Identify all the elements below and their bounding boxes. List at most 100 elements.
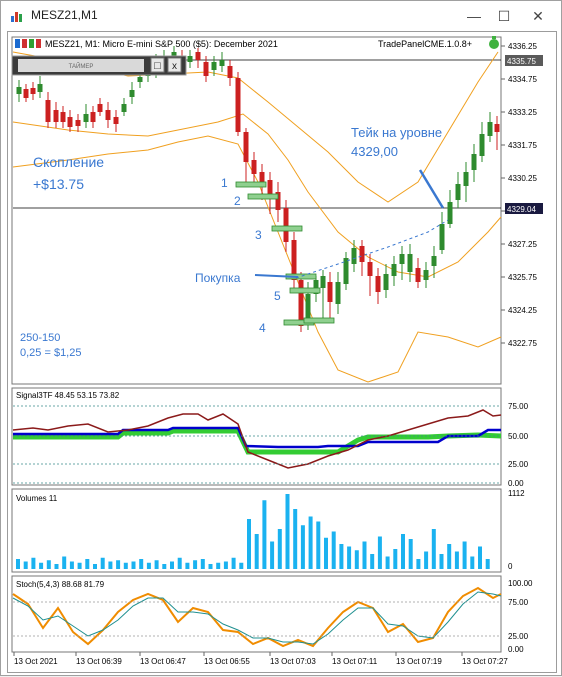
volume-bar [93, 564, 97, 569]
candle-body [129, 90, 135, 97]
stoch-tick-label: 100.00 [508, 579, 533, 588]
candle-body [447, 202, 453, 224]
volume-bar [324, 537, 328, 569]
candle-body [23, 89, 29, 98]
volume-bar [162, 564, 167, 569]
stochastic-oscillator[interactable] [12, 586, 502, 648]
candle-body [195, 52, 201, 60]
time-tick-label: 13 Oct 06:55 [204, 657, 250, 666]
candle-body [313, 280, 319, 294]
signal-green-line [13, 428, 502, 455]
price-tick-label: 4322.75 [508, 339, 537, 348]
band-lower [12, 135, 502, 383]
candle-body [305, 294, 311, 318]
cluster-title: Скопление [33, 154, 104, 170]
volume-bar [131, 561, 136, 569]
volume-bar [462, 541, 467, 569]
volume-bar [185, 562, 190, 569]
volume-bar [300, 525, 305, 569]
volume-bar [31, 557, 36, 569]
candle-body [431, 256, 437, 266]
close-button[interactable]: ✕ [532, 8, 544, 24]
volume-bar [116, 560, 121, 569]
volume-bar [16, 559, 20, 569]
candle-body [60, 112, 66, 122]
signal-tick-label: 75.00 [508, 402, 529, 411]
candle-body [471, 154, 477, 170]
volume-bar [377, 536, 382, 569]
signal-tick-label: 50.00 [508, 432, 529, 441]
scale-info: 250-150 [20, 332, 60, 344]
volume-tick-min: 0 [508, 562, 513, 571]
volume-bar [478, 546, 482, 569]
volume-bar [85, 559, 90, 569]
volume-bar [339, 544, 344, 569]
position-entry-box [247, 193, 279, 200]
volume-bar [69, 561, 74, 569]
volumes-histogram[interactable] [16, 494, 490, 569]
time-axis: 13 Oct 2021 13 Oct 06:39 13 Oct 06:47 13 Oc… [13, 652, 508, 666]
candle-body [327, 282, 333, 302]
volume-bar [362, 541, 367, 569]
candle-body [211, 62, 217, 70]
timer-label: ТАЙМЕР [69, 62, 94, 70]
candle-body [105, 110, 111, 120]
volume-bar [39, 562, 44, 569]
volume-bar [447, 544, 452, 569]
volumes-panel-label: Volumes 11 [16, 494, 58, 503]
candle-body [283, 208, 289, 242]
signal-axis: 75.00 50.00 25.00 0.00 [13, 402, 529, 488]
timer-widget[interactable]: ТАЙМЕР □ x [11, 55, 187, 76]
timer-maximize-button[interactable] [150, 57, 165, 73]
signal-red-line [12, 409, 502, 469]
volume-bar [23, 561, 28, 569]
signal-tick-label: 0.00 [508, 479, 524, 488]
entry-number-4: 4 [259, 321, 266, 335]
volume-bar [254, 534, 259, 569]
main-chart-frame [11, 36, 502, 385]
candle-body [415, 268, 421, 282]
candle-body [121, 104, 127, 112]
trend-dotted-line [295, 219, 449, 279]
chart-area[interactable]: MESZ21, M1: Micro E-mini S&P 500 ($5): D… [7, 31, 557, 673]
volume-bar [347, 546, 352, 569]
timer-close-glyph: x [172, 61, 177, 72]
buy-label: Покупка [195, 271, 241, 285]
chart-svg[interactable]: MESZ21, M1: Micro E-mini S&P 500 ($5): D… [8, 32, 556, 672]
minimize-button[interactable]: — [467, 8, 481, 24]
stoch-signal-line [12, 591, 502, 645]
timer-close-button[interactable] [167, 57, 182, 73]
volume-bar [454, 551, 459, 569]
price-tick-label: 4336.25 [508, 42, 537, 51]
volume-bar [139, 559, 144, 569]
time-tick-label: 13 Oct 07:03 [270, 657, 316, 666]
maximize-button[interactable]: ☐ [497, 8, 511, 24]
time-tick-label: 13 Oct 06:39 [76, 657, 122, 666]
price-tick-label: 4327.25 [508, 240, 537, 249]
volume-bar [277, 529, 282, 569]
time-tick-label: 13 Oct 07:19 [396, 657, 442, 666]
candle-body [375, 276, 381, 292]
candle-body [219, 60, 225, 66]
volume-bar [416, 559, 421, 569]
cluster-value: +$13.75 [33, 176, 84, 192]
candle-body [479, 134, 485, 156]
stoch-panel-label: Stoch(5,4,3) 88.68 81.79 [16, 580, 105, 589]
candle-body [113, 117, 119, 124]
candle-body [16, 87, 22, 94]
entry-number-3: 3 [255, 228, 262, 242]
volume-bar [200, 559, 205, 569]
volume-bar [439, 554, 444, 569]
price-tick-label: 4324.25 [508, 306, 537, 315]
candle-body [351, 248, 357, 264]
price-axis: 4336.254334.754333.254331.754330.254328.… [501, 42, 537, 348]
window-titlebar[interactable]: MESZ21,M1 — ☐ ✕ [1, 1, 561, 31]
chart-header-icons [15, 39, 41, 48]
candle-body [359, 246, 365, 262]
candle-body [423, 270, 429, 280]
volume-bar [485, 559, 490, 569]
candle-body [494, 124, 500, 132]
candle-body [67, 117, 73, 127]
time-tick-label: 13 Oct 07:11 [332, 657, 378, 666]
candle-body [439, 224, 445, 250]
